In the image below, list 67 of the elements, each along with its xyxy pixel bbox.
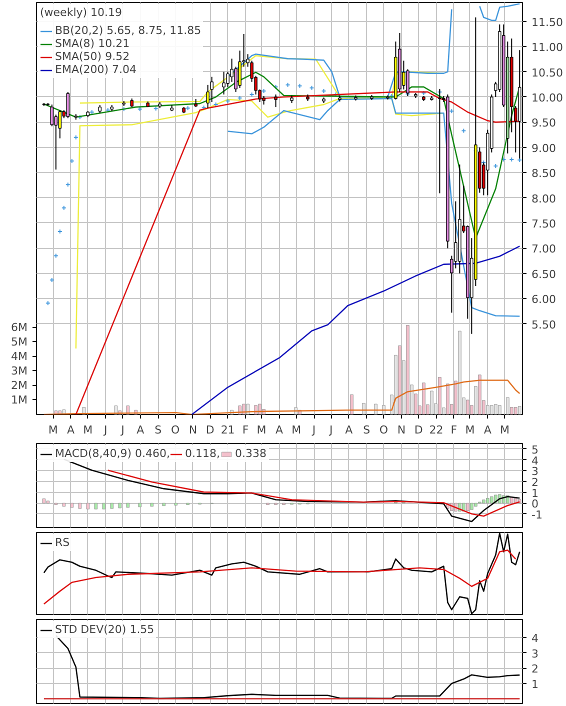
y-tick-label: 7.00: [532, 242, 556, 256]
y-tick-label: 5.50: [532, 318, 556, 332]
x-tick-label: F: [450, 424, 458, 436]
legend-label: SMA(8) 10.21: [55, 37, 130, 50]
legend-label: BB(20,2) 5.65, 8.75, 11.85: [55, 24, 202, 37]
y-tick-label: 1: [532, 486, 538, 500]
legend-label: SMA(50) 9.52: [55, 50, 130, 63]
y2-tick-label: 5M: [11, 335, 28, 348]
y-tick-label: 10.00: [532, 91, 563, 104]
legend-label: MACD(8,40,9) 0.460,: [55, 447, 170, 460]
legend-label: STD DEV(20) 1.55: [55, 623, 154, 636]
x-tick-label: A: [484, 424, 492, 436]
x-tick-label: A: [275, 424, 284, 436]
y-tick-label: 11.50: [532, 16, 563, 29]
x-tick-label: 22: [429, 424, 444, 436]
legend-label: EMA(200) 7.04: [55, 63, 137, 76]
y-tick-label: 3: [532, 465, 538, 478]
x-tick-label: 21: [220, 424, 235, 436]
y-tick-label: 6.00: [532, 293, 556, 306]
x-tick-label: J: [102, 424, 108, 436]
legend-label: 0.118,: [185, 447, 220, 460]
x-tick-label: A: [345, 424, 354, 436]
x-tick-label: S: [363, 424, 370, 436]
x-tick-label: F: [242, 424, 249, 436]
y-tick-label: 7.50: [532, 217, 556, 230]
x-tick-label: A: [136, 424, 145, 436]
legend-label: 0.338: [235, 447, 267, 460]
y-tick-label: 0: [532, 498, 538, 511]
x-tick-label: N: [188, 424, 198, 436]
y-tick-label: 11.00: [532, 41, 563, 54]
legend-title: (weekly) 10.19: [40, 6, 124, 19]
y-tick-label: 8.00: [532, 192, 556, 206]
y-tick-label: 5: [532, 443, 538, 456]
x-tick-label: O: [379, 424, 388, 436]
x-tick-label: S: [154, 424, 162, 436]
y-tick-label: 4: [532, 454, 538, 468]
x-tick-label: J: [120, 424, 124, 436]
y-tick-label: 8.50: [532, 167, 556, 180]
y-tick-label: 3: [532, 647, 538, 660]
x-tick-label: N: [397, 424, 406, 436]
x-tick-label: M: [256, 424, 266, 436]
y-tick-label: 9.00: [532, 142, 556, 155]
x-tick-label: M: [48, 424, 58, 436]
x-tick-label: D: [206, 424, 214, 436]
x-tick-label: M: [83, 424, 93, 436]
y-tick-label: 10.50: [532, 66, 563, 80]
x-tick-label: A: [67, 424, 76, 436]
y-tick-label: 9.50: [532, 116, 556, 130]
y2-tick-label: 2M: [11, 378, 28, 392]
y2-tick-label: 1M: [11, 393, 28, 406]
x-tick-label: M: [292, 424, 302, 436]
y2-tick-label: 3M: [11, 364, 28, 378]
x-tick-label: J: [328, 424, 333, 436]
x-tick-label: J: [311, 424, 316, 436]
y-tick-label: 1: [532, 678, 538, 691]
x-tick-label: O: [170, 424, 180, 436]
y2-tick-label: 6M: [11, 320, 28, 334]
legend-label: RS: [55, 536, 71, 549]
y-tick-label: 2: [532, 662, 538, 676]
x-tick-label: M: [465, 424, 475, 436]
x-tick-label: M: [500, 424, 510, 436]
y-tick-label: -1: [532, 508, 542, 522]
y-tick-label: 2: [532, 476, 538, 489]
y-tick-label: 6.50: [532, 268, 556, 281]
y2-tick-label: 4M: [11, 350, 28, 363]
y-tick-label: 4: [532, 632, 538, 646]
x-tick-label: D: [414, 424, 423, 436]
